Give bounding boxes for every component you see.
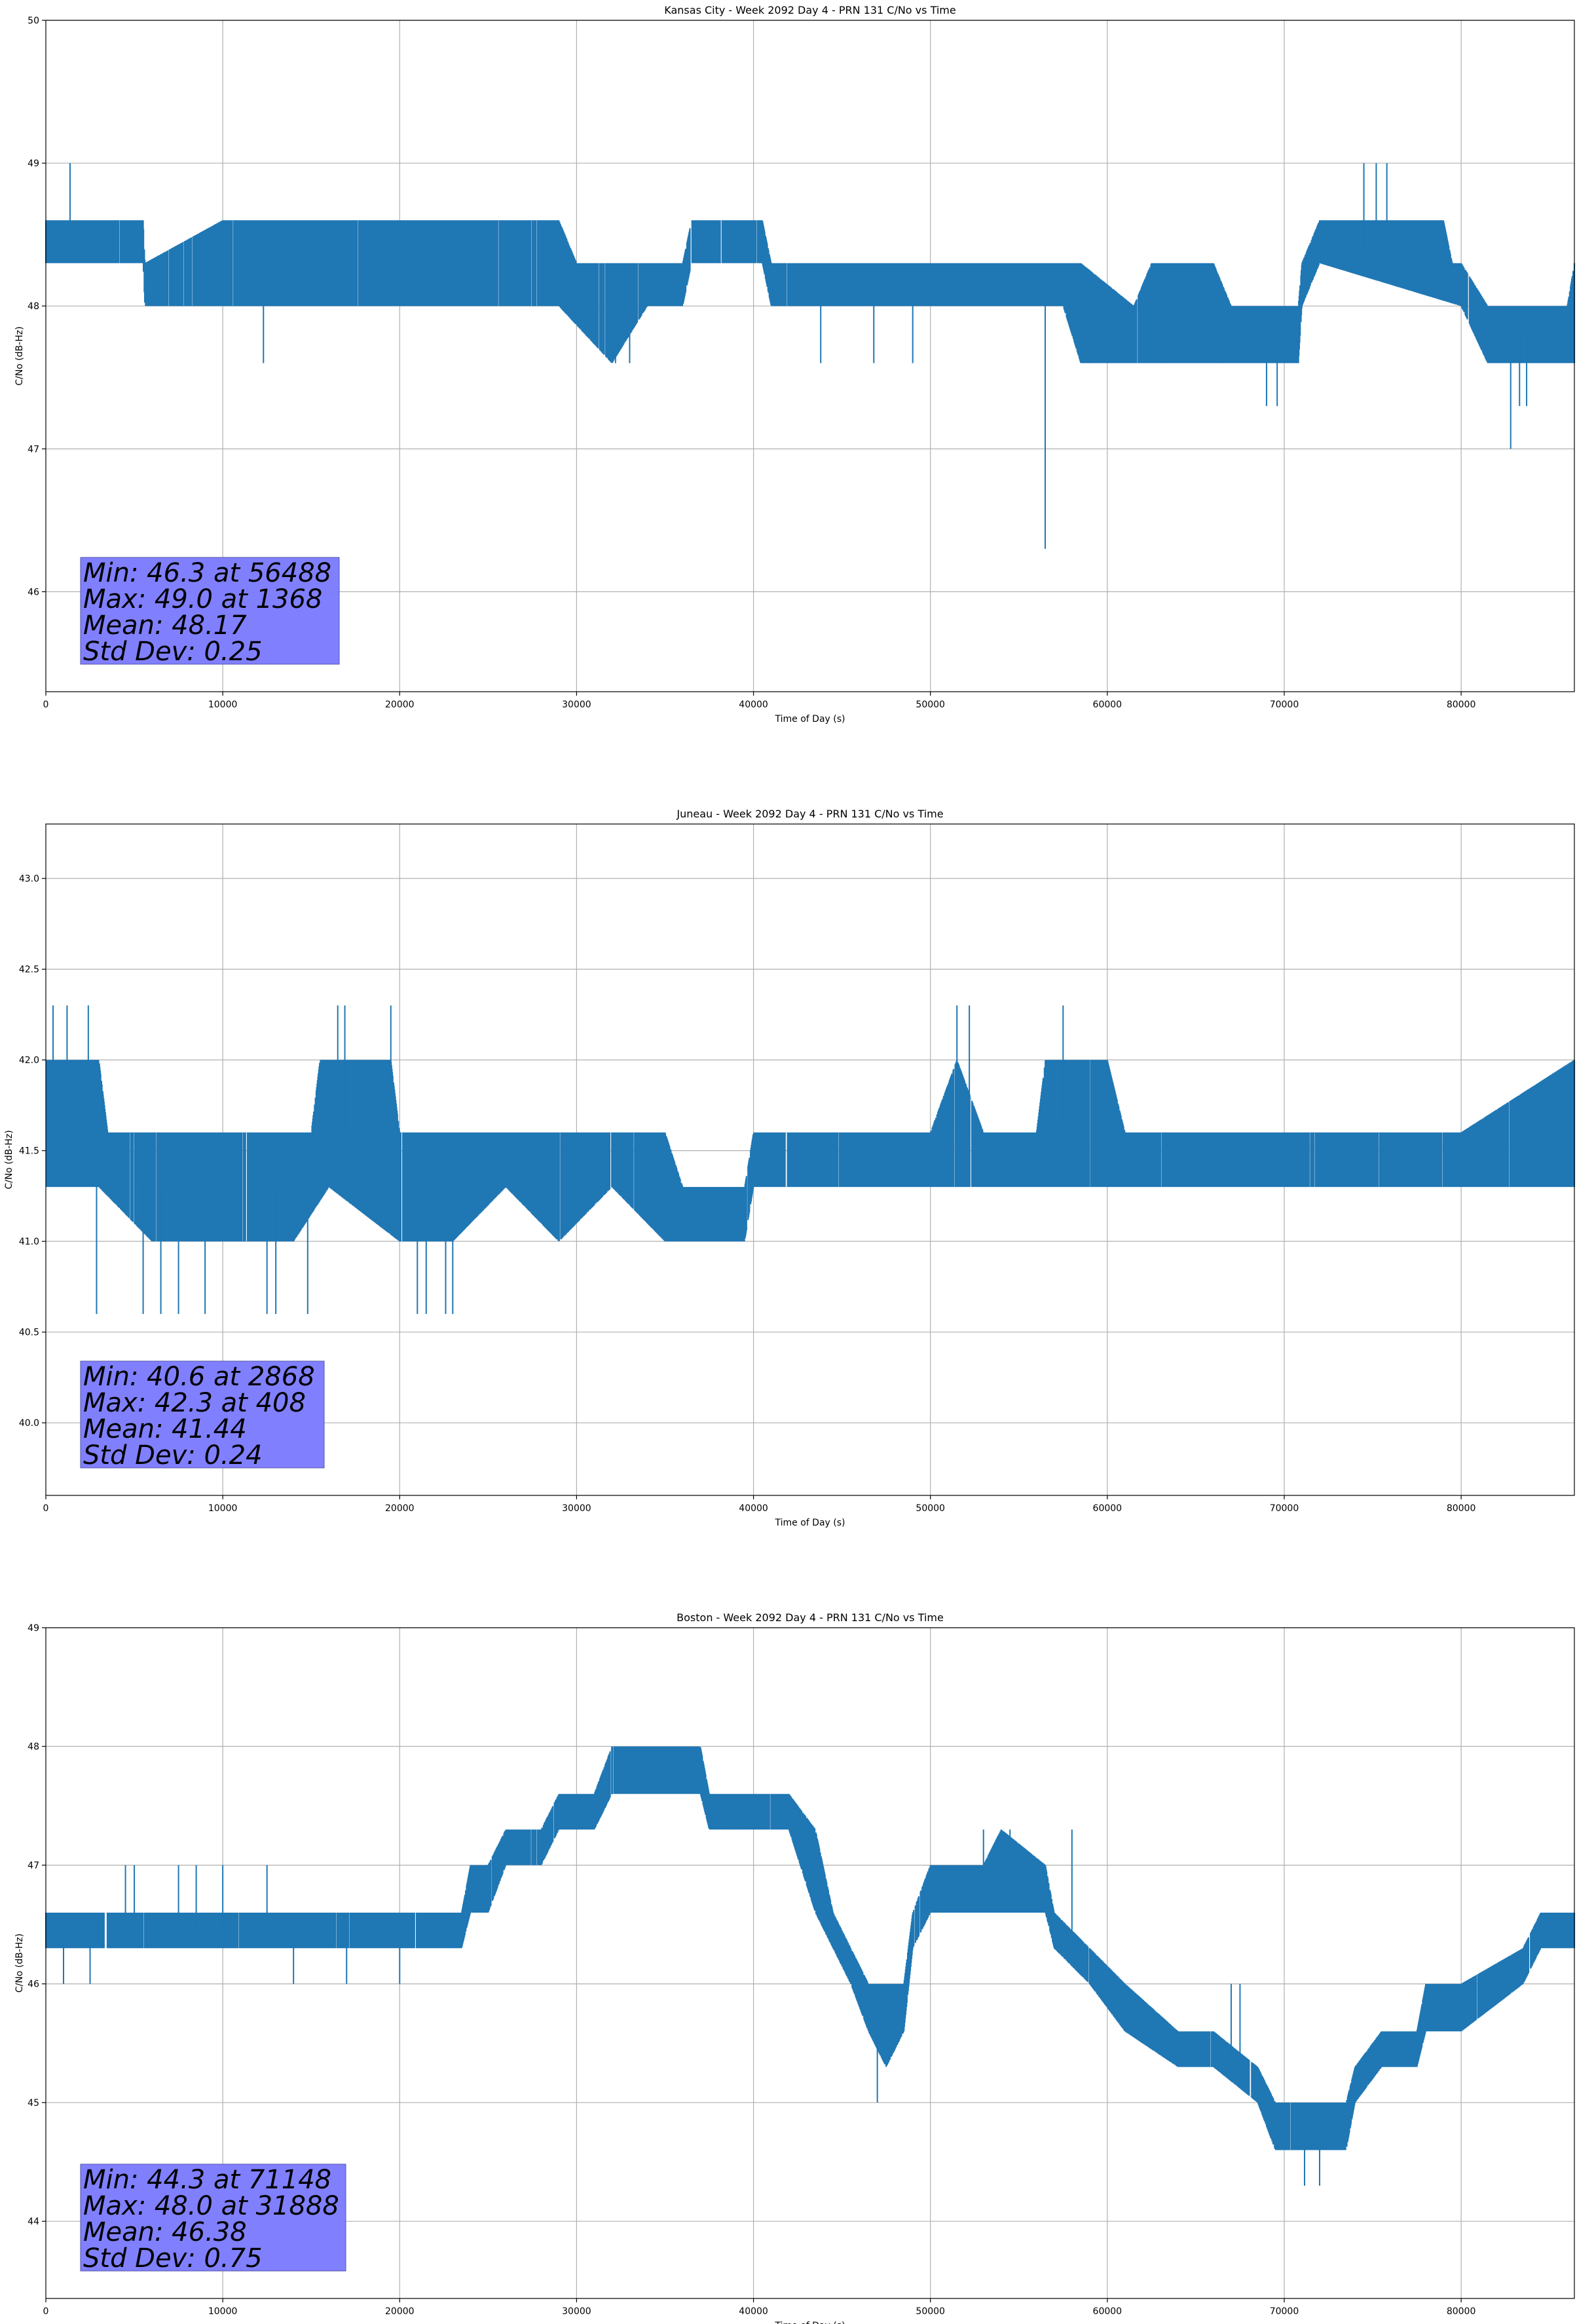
y-tick-label: 41.5 — [19, 1146, 39, 1157]
y-tick-label: 46 — [28, 587, 39, 597]
x-tick-label: 70000 — [1270, 700, 1299, 710]
stats-line: Max: 49.0 at 1368 — [83, 584, 322, 614]
x-tick-label: 10000 — [208, 700, 238, 710]
x-tick-label: 0 — [43, 700, 49, 710]
stats-line: Std Dev: 0.24 — [83, 1440, 263, 1471]
y-tick-label: 44 — [28, 2217, 39, 2227]
x-tick-label: 0 — [43, 2306, 49, 2317]
chart-title: Kansas City - Week 2092 Day 4 - PRN 131 … — [664, 4, 955, 16]
x-tick-label: 10000 — [208, 2306, 238, 2317]
y-tick-label: 41.0 — [19, 1237, 39, 1247]
y-axis-label: C/No (dB-Hz) — [14, 326, 25, 385]
x-tick-label: 70000 — [1270, 2306, 1299, 2317]
stats-line: Std Dev: 0.75 — [83, 2243, 263, 2274]
x-tick-label: 20000 — [385, 1503, 415, 1514]
stats-box — [80, 2164, 346, 2272]
y-tick-label: 49 — [28, 159, 39, 169]
x-tick-label: 50000 — [916, 700, 945, 710]
plot-frame — [45, 1627, 1575, 2299]
y-axis-label: C/No (dB-Hz) — [14, 1934, 25, 1993]
x-tick-label: 30000 — [562, 2306, 591, 2317]
series-band — [45, 220, 1576, 364]
x-tick-label: 60000 — [1093, 1503, 1122, 1514]
y-tick-label: 40.5 — [19, 1328, 39, 1338]
series-band — [45, 1746, 1576, 2150]
x-tick-label: 80000 — [1447, 1503, 1476, 1514]
x-axis-label: Time of Day (s) — [775, 1518, 845, 1528]
y-tick-label: 47 — [28, 1860, 39, 1871]
stats-line: Min: 46.3 at 56488 — [83, 558, 331, 588]
stats-line: Mean: 41.44 — [83, 1414, 247, 1444]
x-tick-label: 80000 — [1447, 2306, 1476, 2317]
stats-box — [80, 557, 340, 665]
x-tick-label: 20000 — [385, 700, 415, 710]
x-tick-label: 50000 — [916, 1503, 945, 1514]
x-tick-label: 50000 — [916, 2306, 945, 2317]
chart-1: Kansas City - Week 2092 Day 4 - PRN 131 … — [14, 4, 1576, 724]
stats-line: Min: 40.6 at 2868 — [83, 1362, 315, 1392]
stats-line: Max: 42.3 at 408 — [83, 1388, 306, 1418]
stats-line: Std Dev: 0.25 — [83, 637, 263, 667]
y-tick-label: 50 — [28, 16, 39, 26]
x-tick-label: 60000 — [1093, 700, 1122, 710]
x-tick-label: 40000 — [739, 700, 768, 710]
y-tick-label: 47 — [28, 444, 39, 455]
x-axis-label: Time of Day (s) — [775, 2321, 845, 2324]
x-tick-label: 10000 — [208, 1503, 238, 1514]
x-tick-label: 30000 — [562, 1503, 591, 1514]
y-tick-label: 48 — [28, 1742, 39, 1752]
x-tick-label: 40000 — [739, 1503, 768, 1514]
stats-line: Mean: 48.17 — [83, 610, 247, 641]
y-tick-label: 49 — [28, 1623, 39, 1634]
x-tick-label: 20000 — [385, 2306, 415, 2317]
y-tick-label: 46 — [28, 1979, 39, 1990]
y-tick-label: 42.5 — [19, 965, 39, 975]
chart-3: Boston - Week 2092 Day 4 - PRN 131 C/No … — [14, 1611, 1576, 2324]
chart-2: Juneau - Week 2092 Day 4 - PRN 131 C/No … — [4, 808, 1576, 1528]
series-band — [45, 1060, 1576, 1242]
y-tick-label: 40.0 — [19, 1418, 39, 1429]
chart-title: Boston - Week 2092 Day 4 - PRN 131 C/No … — [677, 1611, 944, 1624]
stats-line: Min: 44.3 at 71148 — [83, 2165, 331, 2195]
x-axis-label: Time of Day (s) — [775, 714, 845, 724]
y-tick-label: 42.0 — [19, 1055, 39, 1066]
plot-frame — [45, 20, 1575, 692]
x-tick-label: 0 — [43, 1503, 49, 1514]
stats-box — [80, 1360, 325, 1469]
x-tick-label: 70000 — [1270, 1503, 1299, 1514]
stats-line: Mean: 46.38 — [83, 2217, 247, 2247]
x-tick-label: 80000 — [1447, 700, 1476, 710]
y-tick-label: 43.0 — [19, 874, 39, 884]
x-tick-label: 30000 — [562, 700, 591, 710]
plot-frame — [45, 823, 1575, 1496]
x-tick-label: 60000 — [1093, 2306, 1122, 2317]
y-axis-label: C/No (dB-Hz) — [4, 1130, 14, 1189]
x-tick-label: 40000 — [739, 2306, 768, 2317]
stats-line: Max: 48.0 at 31888 — [83, 2191, 339, 2221]
y-tick-label: 45 — [28, 2098, 39, 2108]
chart-title: Juneau - Week 2092 Day 4 - PRN 131 C/No … — [676, 808, 943, 820]
y-tick-label: 48 — [28, 301, 39, 312]
